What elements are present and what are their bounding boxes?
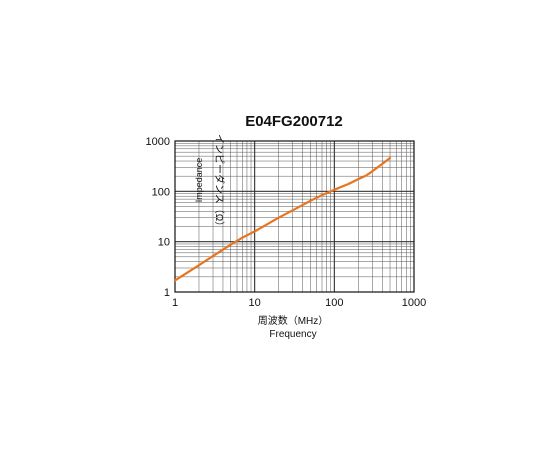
x-tick-labels: 1 10 100 1000 bbox=[172, 297, 426, 309]
y-tick-label: 1000 bbox=[146, 136, 170, 148]
y-axis-label-en: Impedance bbox=[194, 158, 204, 203]
x-tick-label: 1 bbox=[172, 297, 178, 309]
x-tick-label: 1000 bbox=[402, 297, 426, 309]
y-axis-label: インピーダンス（Ω） bbox=[213, 134, 226, 231]
x-axis-label-en: Frequency bbox=[269, 329, 316, 340]
x-axis-label: 周波数（MHz） bbox=[258, 314, 329, 327]
grid-minor bbox=[175, 141, 414, 292]
y-tick-labels: 1 10 100 1000 bbox=[146, 136, 170, 299]
y-tick-label: 100 bbox=[152, 186, 170, 198]
chart-title: E04FG200712 bbox=[245, 113, 343, 130]
plot-frame bbox=[174, 140, 415, 293]
series-line-impedance bbox=[173, 156, 392, 282]
grid-major bbox=[174, 140, 415, 293]
y-tick-label: 1 bbox=[164, 287, 170, 299]
x-tick-label: 10 bbox=[249, 297, 261, 309]
x-tick-label: 100 bbox=[325, 297, 343, 309]
y-tick-label: 10 bbox=[158, 237, 170, 249]
